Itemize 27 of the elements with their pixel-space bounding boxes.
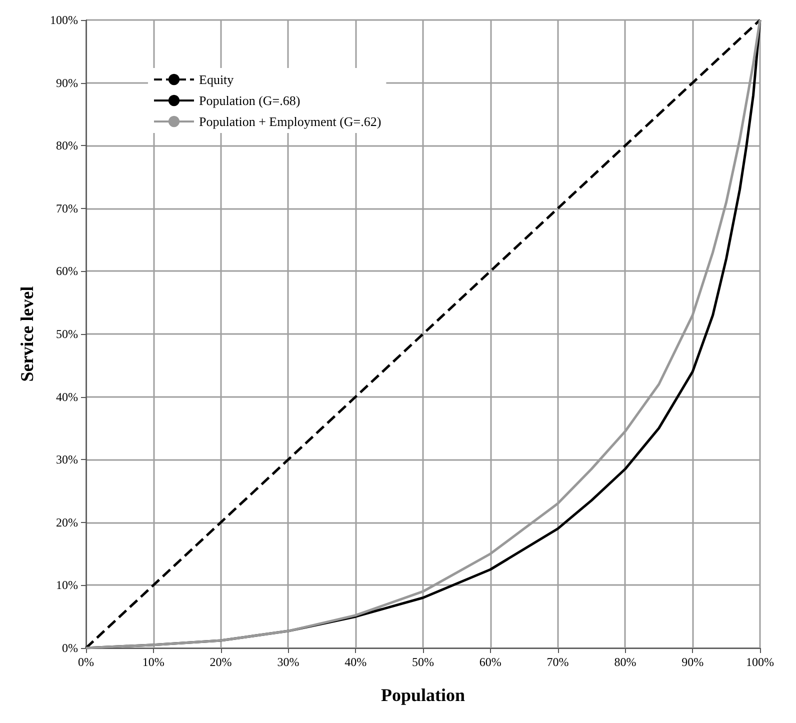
y-tick-label: 0% [62,641,78,655]
x-tick-label: 50% [412,655,434,669]
y-tick-label: 30% [56,452,78,467]
y-tick-label: 80% [56,138,78,153]
legend-label: Population + Employment (G=.62) [199,114,382,129]
x-tick-label: 100% [746,655,774,669]
x-tick-label: 70% [546,655,569,669]
x-tick-label: 40% [344,655,367,669]
y-tick-label: 40% [56,390,78,404]
x-axis-title: Population [380,685,466,705]
x-tick-label: 90% [682,655,704,669]
y-tick-label: 20% [56,515,78,530]
x-tick-label: 0% [78,655,94,669]
legend-label: Population (G=.68) [199,93,300,108]
y-tick-label: 60% [56,264,78,278]
y-tick-label: 50% [56,327,78,341]
y-tick-label: 70% [56,201,78,216]
y-tick-label: 100% [50,13,78,27]
x-tick-label: 30% [277,655,300,669]
x-tick-label: 60% [479,655,502,669]
y-axis-title: Service level [17,286,37,382]
x-tick-label: 80% [614,655,636,669]
x-tick-label: 10% [142,655,164,669]
legend-label: Equity [199,72,234,87]
x-tick-label: 20% [210,655,232,669]
y-tick-label: 90% [56,76,78,90]
y-tick-label: 10% [56,578,78,592]
